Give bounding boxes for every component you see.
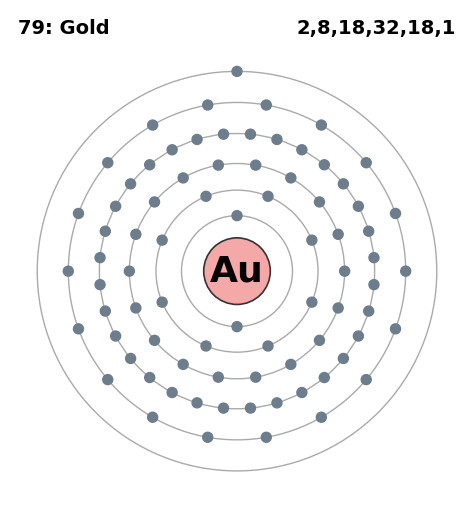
Circle shape (103, 158, 113, 167)
Circle shape (297, 145, 307, 155)
Circle shape (103, 375, 113, 385)
Circle shape (364, 306, 374, 316)
Text: Au: Au (210, 254, 264, 288)
Circle shape (391, 209, 401, 218)
Circle shape (149, 335, 160, 345)
Circle shape (246, 129, 255, 139)
Circle shape (95, 279, 105, 290)
Circle shape (157, 235, 167, 245)
Circle shape (316, 120, 326, 130)
Circle shape (203, 100, 213, 110)
Circle shape (149, 197, 160, 207)
Circle shape (338, 353, 348, 363)
Circle shape (64, 266, 73, 276)
Circle shape (369, 279, 379, 290)
Circle shape (319, 373, 329, 383)
Circle shape (391, 324, 401, 334)
Circle shape (110, 201, 120, 211)
Circle shape (131, 303, 141, 313)
Circle shape (333, 230, 343, 239)
Circle shape (219, 403, 228, 413)
Circle shape (286, 173, 296, 183)
Circle shape (126, 179, 136, 189)
Circle shape (263, 341, 273, 351)
Circle shape (333, 303, 343, 313)
Circle shape (167, 387, 177, 398)
Circle shape (110, 331, 120, 341)
Circle shape (157, 297, 167, 307)
Text: 2,8,18,32,18,1: 2,8,18,32,18,1 (296, 19, 456, 38)
Circle shape (201, 341, 211, 351)
Circle shape (126, 353, 136, 363)
Circle shape (401, 266, 410, 276)
Circle shape (272, 134, 282, 145)
Circle shape (297, 387, 307, 398)
Circle shape (364, 226, 374, 236)
Circle shape (286, 359, 296, 370)
Circle shape (316, 412, 326, 422)
Circle shape (354, 331, 364, 341)
Circle shape (219, 129, 228, 139)
Circle shape (204, 238, 270, 304)
Circle shape (232, 211, 242, 220)
Circle shape (232, 322, 242, 332)
Text: 79: Gold: 79: Gold (18, 19, 110, 38)
Circle shape (192, 398, 202, 408)
Circle shape (314, 197, 325, 207)
Circle shape (369, 252, 379, 263)
Circle shape (307, 235, 317, 245)
Circle shape (213, 160, 223, 170)
Circle shape (145, 160, 155, 170)
Circle shape (178, 359, 188, 370)
Circle shape (100, 226, 110, 236)
Circle shape (314, 335, 325, 345)
Circle shape (261, 100, 271, 110)
Circle shape (73, 209, 83, 218)
Circle shape (213, 372, 223, 382)
Circle shape (232, 66, 242, 76)
Circle shape (340, 266, 350, 276)
Circle shape (167, 145, 177, 155)
Circle shape (73, 324, 83, 334)
Circle shape (148, 412, 158, 422)
Circle shape (361, 158, 371, 167)
Circle shape (354, 201, 364, 211)
Circle shape (203, 432, 213, 442)
Circle shape (148, 120, 158, 130)
Circle shape (95, 252, 105, 263)
Circle shape (131, 230, 141, 239)
Circle shape (192, 134, 202, 145)
Circle shape (201, 191, 211, 201)
Circle shape (338, 179, 348, 189)
Circle shape (251, 160, 261, 170)
Circle shape (246, 403, 255, 413)
Circle shape (178, 173, 188, 183)
Circle shape (307, 297, 317, 307)
Circle shape (319, 160, 329, 170)
Circle shape (263, 191, 273, 201)
Circle shape (261, 432, 271, 442)
Circle shape (124, 266, 134, 276)
Circle shape (145, 373, 155, 383)
Circle shape (272, 398, 282, 408)
Circle shape (361, 375, 371, 385)
Circle shape (100, 306, 110, 316)
Circle shape (251, 372, 261, 382)
